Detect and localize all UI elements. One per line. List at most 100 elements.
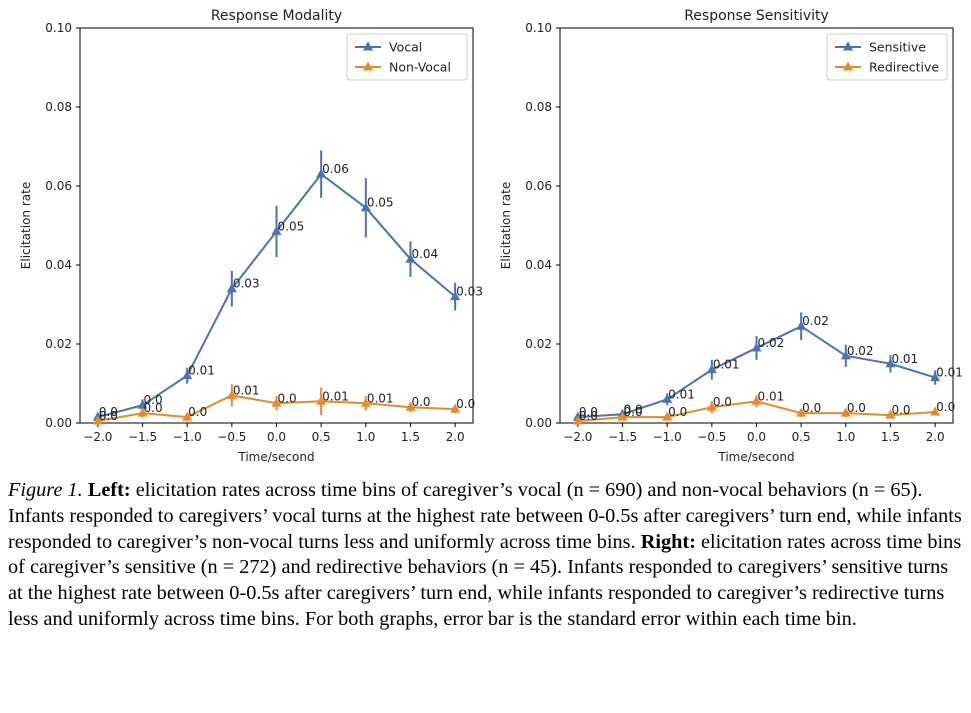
data-label: 0.0 <box>891 403 910 417</box>
data-label: 0.0 <box>144 401 163 415</box>
data-point <box>271 397 282 407</box>
data-point <box>360 397 371 407</box>
legend-entry: Redirective <box>869 60 939 75</box>
y-axis-label: Elicitation rate <box>19 182 33 269</box>
chart-title: Response Sensitivity <box>684 8 829 24</box>
legend: Sensitive Redirective <box>826 33 948 81</box>
data-point <box>182 370 193 380</box>
data-label: 0.0 <box>456 397 475 411</box>
legend-box <box>826 33 948 81</box>
x-tick-label: −1.5 <box>608 430 637 444</box>
legend-box <box>346 33 468 81</box>
data-label: 0.02 <box>847 344 874 358</box>
data-point <box>751 395 762 405</box>
chart-panel-1: Response Modality −2.0 −1.5 −1.0 −0.5 0.0 0.5 1… <box>19 8 483 464</box>
caption-left-text: elicitation rates across time bins of ca… <box>8 479 962 553</box>
chart-panel-2: Response Sensitivity−2.0 −1.5 −1.0 −0.5 0.0 0… <box>499 8 963 464</box>
data-point <box>706 401 717 411</box>
y-tick-label: 0.06 <box>525 179 552 193</box>
data-label: 0.02 <box>758 336 785 350</box>
x-tick-label: 2.0 <box>926 430 945 444</box>
x-axis-label: Time/second <box>717 450 794 464</box>
data-point <box>796 320 807 330</box>
data-label: 0.01 <box>668 387 695 401</box>
data-label: 0.01 <box>891 352 918 366</box>
data-label: 0.0 <box>936 400 955 414</box>
y-tick-label: 0.08 <box>525 100 552 114</box>
data-label: 0.0 <box>624 405 643 419</box>
data-label: 0.0 <box>579 405 598 419</box>
y-tick-label: 0.00 <box>45 416 72 430</box>
y-tick-label: 0.02 <box>45 337 72 351</box>
data-point <box>271 225 282 235</box>
series-0: 0.0 0.00.010.010.020.020.020.010.01 <box>572 312 963 421</box>
data-label: 0.03 <box>233 277 260 291</box>
y-tick-label: 0.08 <box>45 100 72 114</box>
data-point <box>92 415 103 425</box>
caption-label: Figure 1. <box>8 479 83 501</box>
data-point <box>572 415 583 425</box>
x-tick-label: 1.5 <box>401 430 420 444</box>
data-label: 0.0 <box>579 409 598 423</box>
data-point <box>617 411 628 421</box>
y-axis-label: Elicitation rate <box>499 182 513 269</box>
data-label: 0.0 <box>802 401 821 415</box>
y-tick-label: 0.04 <box>45 258 72 272</box>
legend-marker <box>363 41 373 51</box>
legend-marker <box>843 61 853 71</box>
data-label: 0.0 <box>847 401 866 415</box>
data-point <box>662 411 673 421</box>
data-point <box>182 411 193 421</box>
caption-left-head: Left: <box>87 479 131 501</box>
x-tick-label: −1.0 <box>173 430 202 444</box>
y-tick-label: 0.00 <box>525 416 552 430</box>
data-point <box>930 406 941 416</box>
data-point <box>840 350 851 360</box>
x-tick-label: 0.5 <box>312 430 331 444</box>
data-point <box>137 407 148 417</box>
x-tick-label: 1.5 <box>881 430 900 444</box>
y-tick-label: 0.10 <box>525 21 552 35</box>
legend-entry: Vocal <box>389 40 422 55</box>
x-tick-label: 1.0 <box>836 430 855 444</box>
x-tick-label: −2.0 <box>83 430 112 444</box>
data-label: 0.01 <box>758 389 785 403</box>
data-point <box>885 358 896 368</box>
data-label: 0.02 <box>802 314 829 328</box>
data-label: 0.01 <box>713 358 740 372</box>
data-point <box>316 168 327 178</box>
data-label: 0.0 <box>713 395 732 409</box>
data-label: 0.0 <box>99 405 118 419</box>
x-tick-label: 2.0 <box>446 430 465 444</box>
data-point <box>885 409 896 419</box>
data-label: 0.03 <box>456 285 483 299</box>
data-point <box>751 342 762 352</box>
data-label: 0.05 <box>367 196 394 210</box>
data-point <box>226 389 237 399</box>
data-point <box>226 283 237 293</box>
caption-right-text: elicitation rates across time bins of ca… <box>8 530 962 630</box>
data-label: 0.0 <box>188 405 207 419</box>
caption-right-head: Right: <box>640 530 696 553</box>
series-1: 0.00.0 0.00.010.0 0.01 0.01 0.0 0.0 <box>92 383 475 425</box>
x-tick-label: −1.5 <box>128 430 157 444</box>
x-tick-label: 0.5 <box>792 430 811 444</box>
data-label: 0.0 <box>668 405 687 419</box>
data-label: 0.0 <box>624 402 643 416</box>
x-tick-label: −0.5 <box>217 430 246 444</box>
chart-title: Response Modality <box>211 8 342 24</box>
data-point <box>796 407 807 417</box>
data-point <box>706 364 717 374</box>
series-1: 0.0 0.0 0.00.0 0.010.0 0.0 0.0 0.0 <box>572 389 955 425</box>
data-label: 0.06 <box>322 162 349 176</box>
data-point <box>316 395 327 405</box>
x-axis-label: Time/second <box>237 450 314 464</box>
data-label: 0.01 <box>188 364 215 378</box>
data-label: 0.05 <box>278 219 305 233</box>
legend-marker <box>843 41 853 51</box>
data-point <box>930 372 941 382</box>
data-label: 0.01 <box>936 366 963 380</box>
x-tick-label: −1.0 <box>653 430 682 444</box>
x-tick-label: −0.5 <box>697 430 726 444</box>
data-point <box>137 399 148 409</box>
